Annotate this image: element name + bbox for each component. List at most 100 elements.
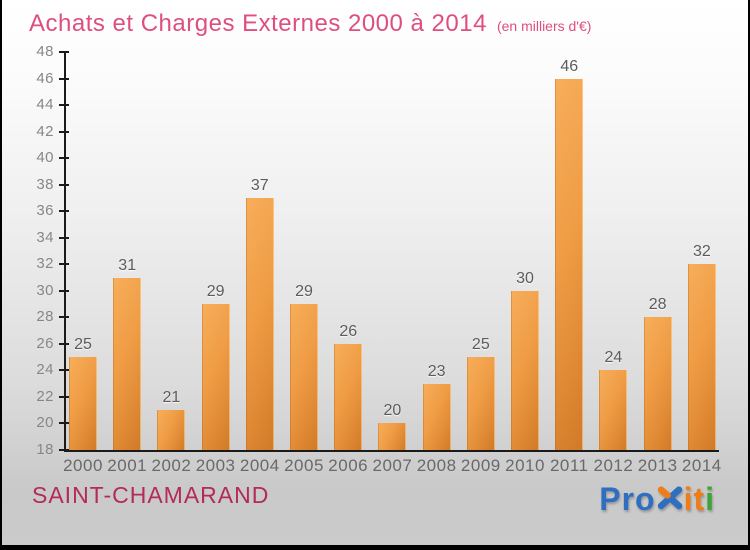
y-tick-mark bbox=[59, 236, 69, 239]
bar-value-label: 21 bbox=[162, 389, 181, 407]
bar-column-2008: 23 2008 bbox=[417, 52, 456, 475]
bar-value-label: 31 bbox=[118, 256, 137, 274]
bar bbox=[466, 357, 495, 450]
bars-container: 25 2000 31 2001 21 2002 29 2003 37 2004 29 2005 26 20… bbox=[63, 52, 721, 475]
y-tick-label: 30 bbox=[36, 281, 54, 299]
y-tick-mark bbox=[59, 263, 69, 266]
y-tick-label: 38 bbox=[36, 175, 54, 193]
bar bbox=[113, 277, 142, 450]
bar-column-2013: 28 2013 bbox=[638, 52, 677, 475]
bar-value-label: 30 bbox=[516, 269, 534, 287]
bar-column-2011: 46 2011 bbox=[550, 52, 588, 475]
x-axis-label: 2006 bbox=[328, 456, 369, 475]
y-tick-label: 18 bbox=[36, 441, 54, 458]
y-tick-mark bbox=[59, 316, 69, 319]
y-tick-mark bbox=[59, 289, 69, 292]
y-tick-label: 44 bbox=[36, 96, 54, 114]
bar-column-2003: 29 2003 bbox=[196, 52, 235, 475]
bar-value-label: 29 bbox=[206, 283, 225, 301]
logo-x-icon bbox=[657, 481, 683, 510]
plot-area: 18 20 22 24 26 28 30 32 34 36 38 40 42 44 46 48 25 2000 3… bbox=[36, 43, 721, 475]
x-axis-label: 2011 bbox=[549, 456, 589, 475]
y-tick-mark bbox=[59, 130, 69, 133]
bar-column-2007: 20 2007 bbox=[373, 52, 412, 475]
x-axis-label: 2014 bbox=[681, 456, 722, 475]
bar bbox=[555, 78, 584, 450]
x-axis-label: 2000 bbox=[63, 456, 103, 475]
logo-letter: P bbox=[599, 481, 622, 517]
bar-column-2010: 30 2010 bbox=[505, 52, 544, 475]
bar-column-2004: 37 2004 bbox=[240, 52, 279, 475]
y-tick-label: 48 bbox=[36, 43, 54, 60]
y-tick-label: 34 bbox=[36, 228, 54, 246]
bar-value-label: 28 bbox=[648, 296, 667, 314]
x-axis-label: 2005 bbox=[284, 456, 324, 475]
x-axis-label: 2009 bbox=[460, 456, 501, 475]
bar bbox=[245, 197, 274, 450]
y-tick-mark bbox=[59, 51, 69, 53]
chart-title: Achats et Charges Externes 2000 à 2014 bbox=[29, 10, 487, 37]
bar-value-label: 37 bbox=[250, 176, 269, 194]
logo-letter: r bbox=[621, 481, 636, 517]
bar-value-label: 26 bbox=[339, 322, 358, 340]
y-tick-label: 28 bbox=[36, 308, 54, 326]
y-tick-label: 24 bbox=[36, 361, 54, 379]
bar bbox=[69, 357, 97, 450]
x-axis-label: 2010 bbox=[505, 456, 545, 475]
bar bbox=[201, 304, 230, 450]
bar bbox=[378, 423, 407, 450]
logo-letter: t bbox=[693, 481, 706, 517]
bar bbox=[157, 410, 186, 450]
y-tick-label: 22 bbox=[36, 387, 54, 405]
bar-value-label: 25 bbox=[471, 336, 490, 354]
bar-column-2002: 21 2002 bbox=[151, 52, 190, 475]
bar-value-label: 25 bbox=[74, 336, 92, 354]
bar-value-label: 29 bbox=[295, 283, 313, 301]
y-tick-mark bbox=[59, 183, 69, 186]
bar-value-label: 24 bbox=[604, 349, 623, 367]
y-tick-label: 40 bbox=[36, 149, 54, 167]
logo-letter: i bbox=[683, 481, 694, 517]
logo-letter: o bbox=[635, 481, 656, 517]
x-axis-label: 2003 bbox=[195, 456, 236, 475]
y-tick-mark bbox=[59, 77, 69, 80]
bar bbox=[643, 317, 672, 450]
y-tick-mark bbox=[59, 210, 69, 213]
y-tick-label: 36 bbox=[36, 202, 54, 220]
x-axis-label: 2008 bbox=[416, 456, 457, 475]
bar bbox=[511, 290, 540, 450]
bar-column-2012: 24 2012 bbox=[594, 52, 633, 475]
bar bbox=[334, 343, 363, 450]
y-tick-label: 20 bbox=[36, 414, 54, 432]
y-tick-mark bbox=[59, 157, 69, 160]
bar-column-2009: 25 2009 bbox=[461, 52, 500, 475]
bar-column-2005: 29 2005 bbox=[284, 52, 323, 475]
bar bbox=[599, 370, 628, 450]
y-tick-mark bbox=[59, 342, 69, 345]
x-axis-label: 2012 bbox=[593, 456, 634, 475]
bar-column-2000: 25 2000 bbox=[63, 52, 102, 475]
bar-column-2001: 31 2001 bbox=[107, 52, 146, 475]
y-tick-label: 42 bbox=[36, 122, 54, 140]
x-axis-label: 2002 bbox=[151, 456, 192, 475]
logo-letter: i bbox=[705, 481, 715, 517]
y-tick-mark bbox=[59, 104, 69, 107]
bar-value-label: 32 bbox=[692, 243, 711, 261]
x-axis-label: 2013 bbox=[637, 456, 678, 475]
bar-value-label: 46 bbox=[560, 57, 579, 75]
y-tick-label: 46 bbox=[36, 69, 54, 87]
chart-header: Achats et Charges Externes 2000 à 2014 (e… bbox=[29, 10, 591, 38]
x-axis-label: 2001 bbox=[107, 456, 148, 475]
bar-column-2014: 32 2014 bbox=[682, 52, 721, 475]
x-axis-label: 2004 bbox=[239, 456, 280, 475]
y-tick-label: 32 bbox=[36, 255, 54, 273]
y-tick-mark bbox=[59, 449, 69, 451]
bar-value-label: 23 bbox=[427, 362, 446, 380]
y-tick-mark bbox=[59, 369, 69, 372]
bar-column-2006: 26 2006 bbox=[328, 52, 367, 475]
bar bbox=[422, 383, 451, 450]
y-tick-mark bbox=[59, 395, 69, 398]
y-tick-mark bbox=[59, 422, 69, 425]
y-tick-label: 26 bbox=[36, 334, 54, 352]
